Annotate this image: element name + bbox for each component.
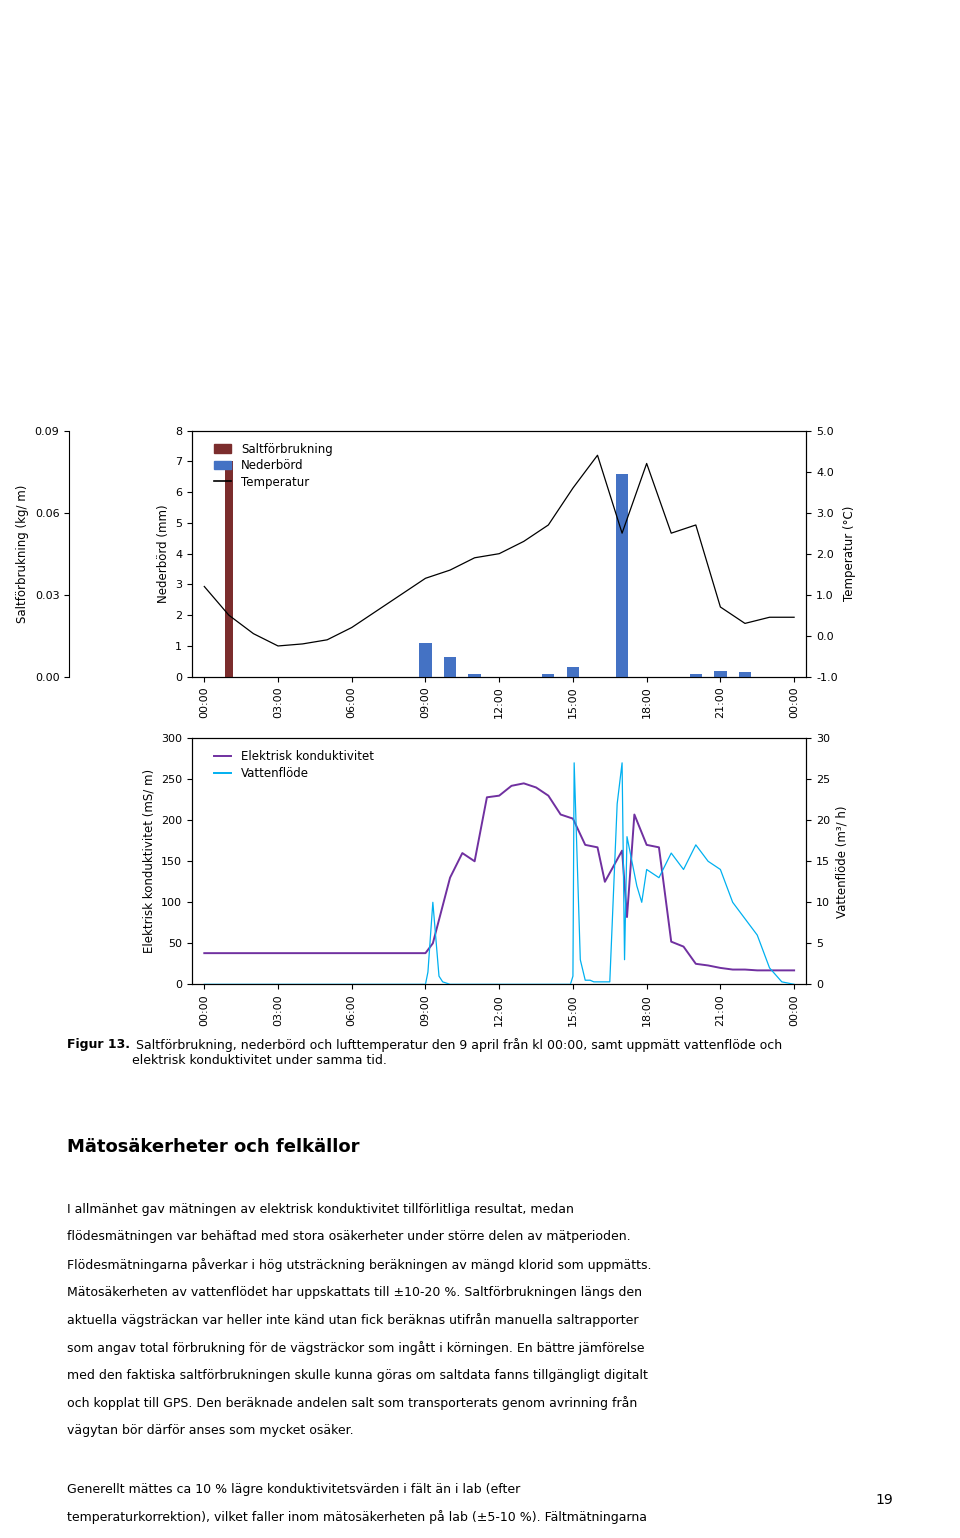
Bar [225,461,233,677]
Bar [542,674,555,677]
Legend: Elektrisk konduktivitet, Vattenflöde: Elektrisk konduktivitet, Vattenflöde [210,746,377,783]
Bar [444,657,456,677]
Text: Generellt mättes ca 10 % lägre konduktivitetsvärden i fält än i lab (efter: Generellt mättes ca 10 % lägre konduktiv… [67,1483,520,1495]
Bar [566,667,579,677]
Text: temperaturkorrektion), vilket faller inom mätosäkerheten på lab (±5-10 %). Fältm: temperaturkorrektion), vilket faller ino… [67,1510,647,1524]
Text: flödesmätningen var behäftad med stora osäkerheter under större delen av mätperi: flödesmätningen var behäftad med stora o… [67,1230,631,1243]
Text: Mätosäkerheten av vattenflödet har uppskattats till ±10-20 %. Saltförbrukningen : Mätosäkerheten av vattenflödet har uppsk… [67,1286,642,1298]
Text: och kopplat till GPS. Den beräknade andelen salt som transporterats genom avrinn: och kopplat till GPS. Den beräknade ande… [67,1397,637,1410]
Text: 19: 19 [876,1493,893,1507]
Bar [420,643,432,677]
Text: som angav total förbrukning för de vägsträckor som ingått i körningen. En bättre: som angav total förbrukning för de vägst… [67,1341,645,1355]
Text: Saltförbrukning, nederbörd och lufttemperatur den 9 april från kl 00:00, samt up: Saltförbrukning, nederbörd och lufttempe… [132,1038,782,1067]
Legend: Saltförbrukning, Nederbörd, Temperatur: Saltförbrukning, Nederbörd, Temperatur [210,438,336,492]
Y-axis label: Vattenflöde (m³/ h): Vattenflöde (m³/ h) [836,804,849,918]
Y-axis label: Elektrisk konduktivitet (mS/ m): Elektrisk konduktivitet (mS/ m) [143,769,156,954]
Text: med den faktiska saltförbrukningen skulle kunna göras om saltdata fanns tillgäng: med den faktiska saltförbrukningen skull… [67,1369,648,1381]
Bar [616,474,628,677]
Text: Mätosäkerheter och felkällor: Mätosäkerheter och felkällor [67,1138,360,1157]
Text: aktuella vägsträckan var heller inte känd utan fick beräknas utifrån manuella sa: aktuella vägsträckan var heller inte kän… [67,1313,638,1327]
Y-axis label: Temperatur (°C): Temperatur (°C) [843,506,856,601]
Text: I allmänhet gav mätningen av elektrisk konduktivitet tillförlitliga resultat, me: I allmänhet gav mätningen av elektrisk k… [67,1203,574,1215]
Bar [714,671,727,677]
Text: Figur 13.: Figur 13. [67,1038,131,1050]
Bar [468,674,481,677]
Bar [689,674,702,677]
Y-axis label: Nederbörd (mm): Nederbörd (mm) [156,504,170,603]
Text: Flödesmätningarna påverkar i hög utsträckning beräkningen av mängd klorid som up: Flödesmätningarna påverkar i hög utsträc… [67,1258,652,1272]
Text: vägytan bör därför anses som mycket osäker.: vägytan bör därför anses som mycket osäk… [67,1424,354,1436]
Bar [739,672,751,677]
Y-axis label: Saltförbrukning (kg/ m): Saltförbrukning (kg/ m) [16,484,29,623]
